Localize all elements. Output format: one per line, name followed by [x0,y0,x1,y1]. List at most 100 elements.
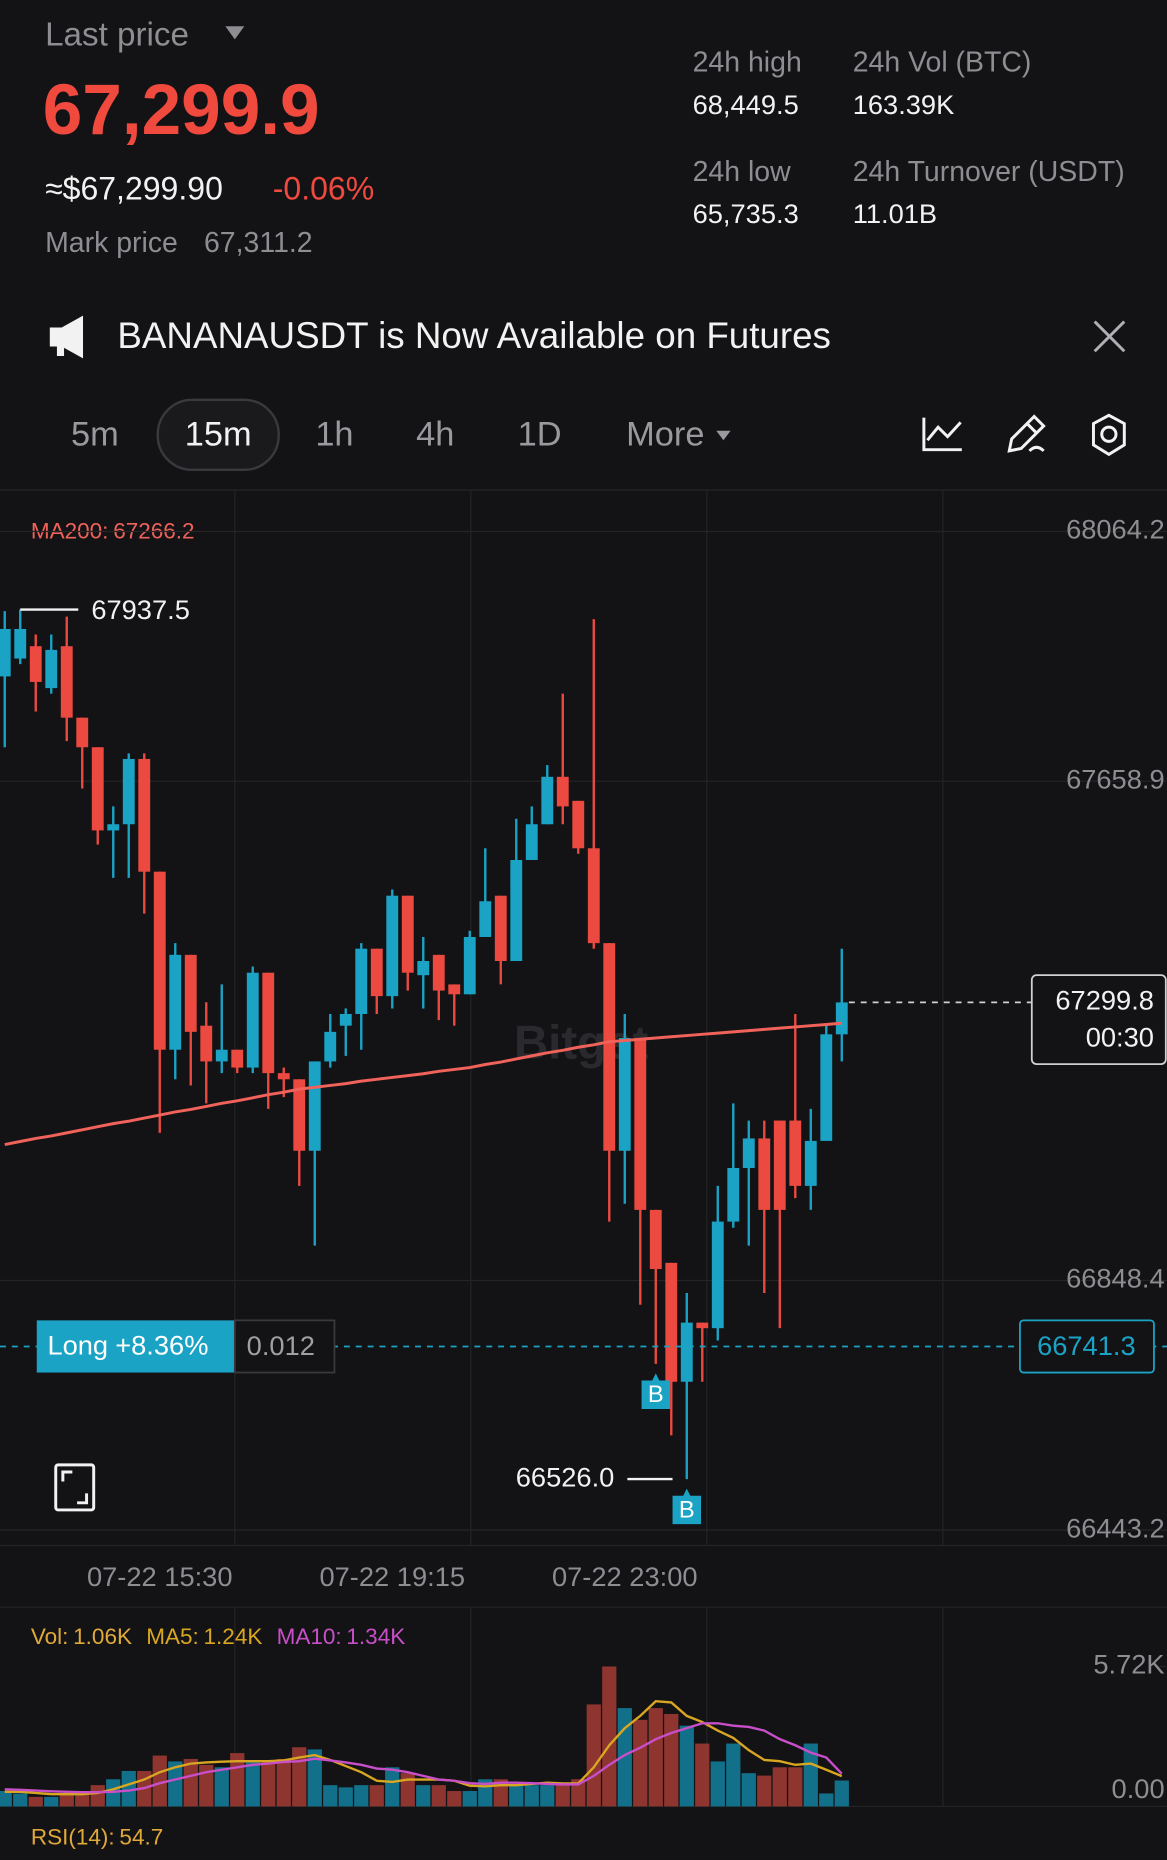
close-icon[interactable] [1093,320,1126,353]
volume-bar [431,1785,446,1807]
volume-bar [59,1793,74,1807]
candle-body [432,954,445,991]
candle-body [773,1120,786,1210]
volume-bar [664,1713,679,1807]
draw-icon[interactable] [1007,414,1046,453]
y-tick-label: 66848.4 [1066,1263,1165,1294]
last-price-label: 67299.8 [1055,985,1154,1016]
candle-body [308,1061,321,1151]
candle-body [386,895,399,997]
candle-body [184,954,197,1032]
candle-body [727,1167,740,1222]
candle-body [14,628,27,659]
banner-text[interactable]: BANANAUSDT is Now Available on Futures [117,315,831,356]
stat-label: 24h Turnover (USDT) [853,156,1125,188]
countdown: 00:30 [1086,1021,1154,1052]
legend-name: MA10: [277,1624,342,1649]
volume-bar [679,1725,694,1807]
rsi-name: RSI(14): [31,1824,115,1849]
volume-bar [354,1785,369,1807]
x-tick-label: 07-22 15:30 [87,1561,233,1592]
vol-legend: Vol: 1.06K MA5: 1.24K MA10: 1.34K [31,1624,405,1649]
candle-body [587,848,600,944]
volume-bar [199,1764,214,1807]
trade-marker-label: B [648,1382,664,1408]
y-tick-label: 66443.2 [1066,1512,1165,1543]
volume-bar [571,1779,586,1807]
volume-bar [44,1796,59,1807]
candle-body [324,1031,337,1062]
volume-bar [338,1787,353,1807]
last-price-label: Last price [45,17,189,54]
timeframe-tab[interactable]: 15m [185,416,252,454]
legend-value: 1.06K [73,1624,132,1649]
volume-bar [90,1785,105,1807]
mark-price-label: Mark price [45,227,178,259]
entry-price-box [1019,1319,1155,1374]
volume-bar [276,1758,291,1807]
timeframe-tab[interactable]: More [626,416,704,454]
indicator-icon[interactable] [922,417,962,452]
volume-bar [819,1793,834,1807]
candle-body [448,984,461,995]
candle-body [76,717,89,748]
candle-body [262,972,275,1074]
volume-bar [245,1761,260,1807]
candle-body [556,776,569,807]
volume-bar [741,1773,756,1807]
timeframe-tab[interactable]: 1h [315,416,353,454]
volume-bar [462,1791,477,1807]
candle-body [479,901,492,937]
volume-bar [307,1749,322,1807]
volume-bar [540,1785,555,1807]
rsi-legend: RSI(14): 54.7 [31,1824,163,1849]
megaphone-handle [56,346,65,356]
candle-body [122,758,135,825]
legend-name: Vol: [31,1624,69,1649]
volume-bar [509,1785,524,1807]
candle-body [153,871,166,1050]
candle-body [45,649,58,689]
candle-body [293,1079,306,1151]
settings-icon[interactable] [1091,413,1126,457]
volume-bar [788,1767,803,1807]
volume-bar [183,1758,198,1807]
candle-body [138,758,151,872]
rsi-value: 54.7 [119,1824,163,1849]
trade-marker-bg [672,1488,702,1525]
volume-bar [757,1775,772,1807]
position-tag[interactable] [36,1320,235,1373]
candle-body [804,1140,817,1186]
timeframe-tab[interactable]: 1D [518,416,562,454]
volume-bar [803,1743,818,1807]
timeframe-tab[interactable]: 4h [416,416,454,454]
timeframe-tab[interactable]: 5m [71,416,119,454]
stat-label: 24h high [693,47,802,79]
vertical-grid [234,490,944,1807]
position-pnl: +8.36% [115,1330,208,1361]
legend-value: 1.34K [346,1624,405,1649]
dropdown-arrow[interactable] [225,26,245,40]
volume-bar [214,1767,229,1807]
position-text: Long +8.36% [47,1330,208,1361]
candle-body [401,895,414,973]
volume-bar [400,1773,415,1807]
legend-value: 1.24K [204,1624,263,1649]
candle-body [603,943,616,1151]
volume-bar [152,1755,167,1807]
low-label: 66526.0 [516,1461,615,1492]
x-tick-label: 07-22 23:00 [552,1561,698,1592]
megaphone-icon [49,315,84,359]
candle-body [742,1138,755,1168]
y-tick-label: 5.72K [1093,1649,1164,1680]
stat-value: 163.39K [853,89,955,120]
candle-body [29,646,42,682]
candle-body [649,1209,662,1270]
fullscreen-icon[interactable] [54,1463,96,1512]
position-size-box [233,1319,336,1374]
candle-body [107,824,120,831]
candle-body [246,972,259,1068]
trade-marker-label: B [679,1497,695,1523]
candle-body [417,961,430,976]
candle-body [541,776,554,825]
